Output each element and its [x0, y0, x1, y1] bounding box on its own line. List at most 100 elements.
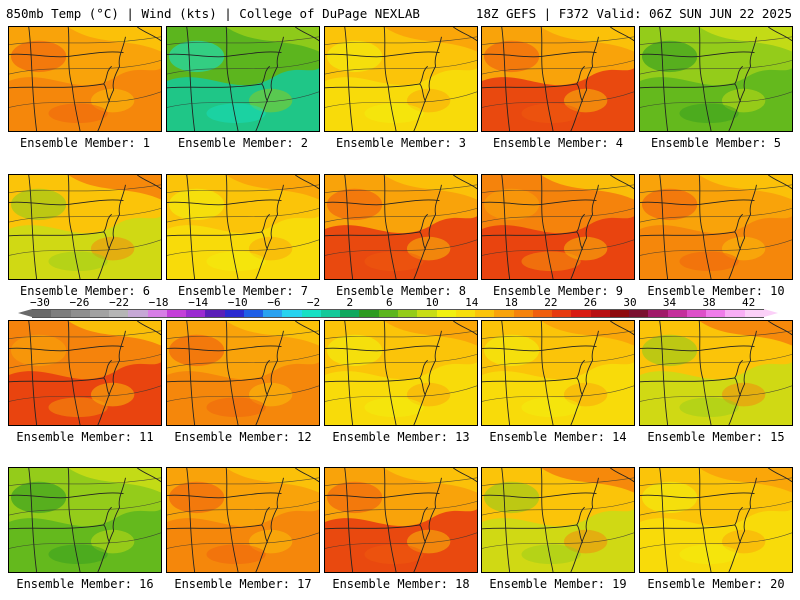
- ensemble-member-label: Ensemble Member: 7: [177, 284, 309, 298]
- colorbar-swatch: [205, 309, 226, 318]
- colorbar-swatch: [706, 309, 726, 318]
- colorbar-tick-label: −6: [267, 296, 281, 309]
- temperature-field: [325, 321, 477, 425]
- temperature-field: [640, 27, 792, 131]
- colorbar-swatch: [166, 309, 187, 318]
- colorbar-swatch: [263, 309, 283, 318]
- ensemble-map: [8, 174, 162, 280]
- colorbar-swatch: [378, 309, 399, 318]
- colorbar-swatch: [609, 309, 630, 318]
- header-title: 850mb Temp (°C) | Wind (kts) | College o…: [6, 6, 420, 21]
- colorbar-tick-label: 18: [504, 296, 518, 309]
- colorbar-tick-label: −18: [148, 296, 169, 309]
- colorbar-swatch: [147, 309, 168, 318]
- temperature-field: [9, 27, 161, 131]
- temperature-field: [482, 175, 634, 279]
- colorbar-tick-label: 10: [425, 296, 439, 309]
- colorbar-swatch: [282, 309, 303, 318]
- colorbar-tick-label: 42: [742, 296, 756, 309]
- ensemble-map: [639, 467, 793, 573]
- ensemble-map: [166, 467, 320, 573]
- colorbar-tick-label: 34: [662, 296, 677, 309]
- ensemble-map: [639, 174, 793, 280]
- ensemble-member-label: Ensemble Member: 3: [335, 136, 467, 150]
- ensemble-map: [639, 320, 793, 426]
- ensemble-member-label: Ensemble Member: 15: [647, 430, 785, 444]
- colorbar-swatch: [224, 309, 245, 318]
- colorbar-swatch: [186, 309, 206, 318]
- ensemble-member-label: Ensemble Member: 4: [492, 136, 624, 150]
- ensemble-map: [324, 174, 478, 280]
- colorbar-swatch: [340, 309, 360, 318]
- colorbar-swatch: [455, 309, 476, 318]
- ensemble-member-label: Ensemble Member: 17: [174, 577, 312, 591]
- temperature-field: [167, 27, 319, 131]
- colorbar-swatch: [552, 309, 572, 318]
- colorbar-arrow-high: [764, 309, 778, 317]
- ensemble-map: [8, 26, 162, 132]
- colorbar-swatch: [89, 309, 110, 318]
- colorbar-swatch: [70, 309, 91, 318]
- temperature-field: [9, 321, 161, 425]
- colorbar-tick-label: −30: [30, 296, 50, 309]
- ensemble-member-label: Ensemble Member: 2: [177, 136, 309, 150]
- colorbar-tick-label: 30: [623, 296, 637, 309]
- colorbar-swatch: [320, 309, 341, 318]
- colorbar-swatch: [51, 309, 71, 318]
- ensemble-member-label: Ensemble Member: 10: [647, 284, 785, 298]
- colorbar-tick-label: 14: [465, 296, 479, 309]
- colorbar-swatch: [109, 309, 129, 318]
- colorbar-tick-label: −2: [306, 296, 321, 309]
- colorbar-tick-label: 38: [702, 296, 716, 309]
- ensemble-map: [481, 320, 635, 426]
- colorbar-swatch: [436, 309, 457, 318]
- ensemble-member-label: Ensemble Member: 13: [332, 430, 470, 444]
- ensemble-map: [324, 320, 478, 426]
- ensemble-member-label: Ensemble Member: 5: [650, 136, 782, 150]
- temperature-field: [9, 175, 161, 279]
- colorbar-swatch: [301, 309, 322, 318]
- temperature-field: [640, 321, 792, 425]
- colorbar-swatch: [590, 309, 611, 318]
- ensemble-map: [324, 467, 478, 573]
- ensemble-member-label: Ensemble Member: 11: [16, 430, 154, 444]
- ensemble-map: [166, 174, 320, 280]
- ensemble-map: [166, 26, 320, 132]
- colorbar-tick-label: −22: [109, 296, 129, 309]
- temperature-field: [482, 321, 634, 425]
- colorbar-tick-label: −14: [188, 296, 209, 309]
- ensemble-member-label: Ensemble Member: 16: [16, 577, 154, 591]
- colorbar-swatch: [744, 309, 765, 318]
- colorbar-swatch: [571, 309, 592, 318]
- colorbar-swatch: [243, 309, 264, 318]
- colorbar-swatch: [667, 309, 688, 318]
- temperature-field: [167, 468, 319, 572]
- colorbar-tick-label: 22: [544, 296, 558, 309]
- colorbar-tick-label: 2: [346, 296, 354, 309]
- ensemble-map: [324, 26, 478, 132]
- ensemble-member-label: Ensemble Member: 18: [332, 577, 470, 591]
- colorbar-tick-label: 6: [386, 296, 393, 309]
- temperature-field: [325, 175, 477, 279]
- ensemble-map: [8, 467, 162, 573]
- temperature-field: [9, 468, 161, 572]
- colorbar-swatch: [475, 309, 495, 318]
- colorbar-swatch: [686, 309, 707, 318]
- colorbar-swatch: [128, 309, 149, 318]
- colorbar-tick-label: −26: [69, 296, 90, 309]
- colorbar-tick-label: 26: [583, 296, 598, 309]
- ensemble-map: [481, 26, 635, 132]
- temperature-field: [482, 468, 634, 572]
- colorbar-swatch: [648, 309, 669, 318]
- ensemble-map: [639, 26, 793, 132]
- temperature-field: [325, 468, 477, 572]
- temperature-field: [640, 175, 792, 279]
- ensemble-map: [481, 174, 635, 280]
- ensemble-member-label: Ensemble Member: 6: [19, 284, 151, 298]
- ensemble-map: [166, 320, 320, 426]
- colorbar-arrow-low: [18, 309, 32, 317]
- temperature-field: [167, 175, 319, 279]
- ensemble-map: [481, 467, 635, 573]
- ensemble-member-label: Ensemble Member: 8: [335, 284, 467, 298]
- ensemble-member-label: Ensemble Member: 14: [489, 430, 627, 444]
